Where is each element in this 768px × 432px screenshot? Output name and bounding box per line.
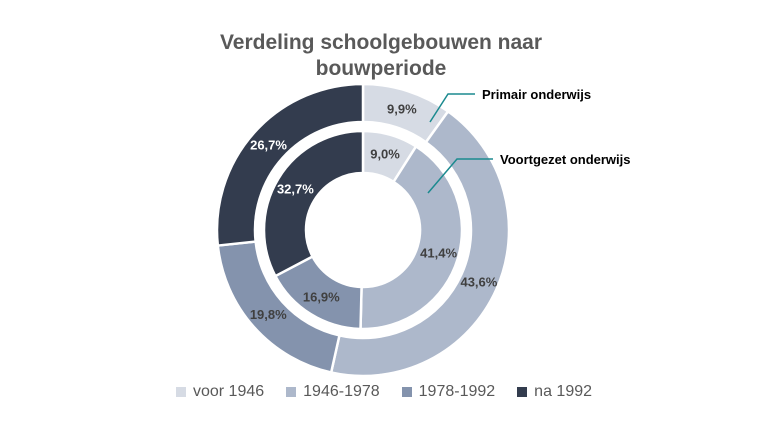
- legend-swatch: [175, 387, 186, 397]
- legend-swatch: [286, 387, 297, 397]
- legend-item: voor 1946: [175, 383, 265, 401]
- outer-ring-data-label-3: 26,7%: [250, 138, 287, 153]
- legend-label: 1978-1992: [418, 383, 496, 400]
- chart-slice-labels: 9,9% 43,6% 19,8% 26,7% 9,0% 41,4% 16,9% 32,7%: [250, 102, 498, 322]
- chart-title-line-1: Verdeling schoolgebouwen naar: [220, 31, 542, 54]
- inner-ring-data-label-2: 16,9%: [303, 290, 340, 305]
- legend-item: na 1992: [517, 383, 592, 401]
- callout-line-primair: [429, 93, 475, 123]
- legend: voor 1946 1946-1978 1978-1992 na 1992: [0, 383, 768, 401]
- callout-label-primair: Primair onderwijs: [482, 87, 591, 102]
- inner-ring-data-label-1: 41,4%: [420, 245, 457, 260]
- callout-label-voortgezet: Voortgezet onderwijs: [500, 152, 631, 167]
- chart-title-line-2: bouwperiode: [316, 57, 447, 80]
- inner-ring-data-label-0: 9,0%: [370, 147, 400, 162]
- legend-label: na 1992: [534, 383, 593, 400]
- legend-item: 1978-1992: [401, 383, 496, 401]
- outer-ring-data-label-0: 9,9%: [387, 102, 417, 117]
- outer-ring-data-label-2: 19,8%: [250, 307, 287, 322]
- legend-swatch: [401, 387, 412, 397]
- outer-ring-data-label-1: 43,6%: [460, 274, 497, 289]
- inner-ring-slice-1: [359, 145, 464, 331]
- legend-item: 1946-1978: [286, 383, 380, 401]
- legend-label: 1946-1978: [303, 383, 380, 400]
- chart-rings: [215, 82, 511, 378]
- series-callouts: Primair onderwijs Voortgezet onderwijs: [427, 87, 631, 194]
- outer-ring-slice-1: [329, 110, 511, 378]
- legend-label: voor 1946: [192, 383, 265, 400]
- inner-ring-slice-3: [262, 129, 365, 278]
- callout-line-voortgezet: [427, 158, 493, 194]
- legend-swatch: [517, 387, 528, 397]
- outer-ring-slice-3: [215, 82, 365, 247]
- inner-ring-data-label-3: 32,7%: [277, 182, 314, 197]
